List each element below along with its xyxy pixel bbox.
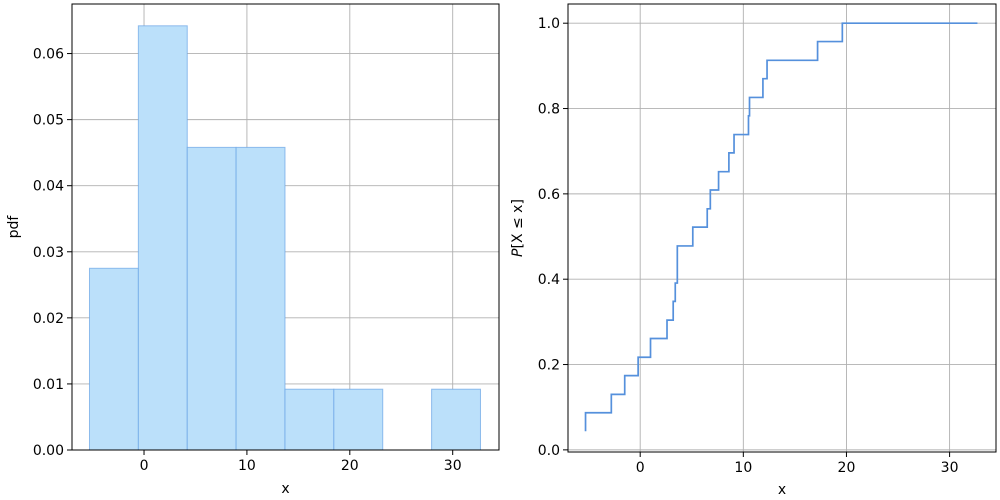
ecdf-step-line xyxy=(584,22,978,432)
ecdf-y-tick-label: 0.0 xyxy=(538,443,560,459)
ecdf-y-axis-label-prefix: P xyxy=(510,248,526,257)
histogram-bar xyxy=(333,388,384,451)
histogram-bar xyxy=(235,146,286,451)
histogram-plot: 0 10 20 30 0.00 0.01 0.02 0.03 0.04 0.05 0.06 x pd… xyxy=(6,3,500,497)
ecdf-ticks: 0 10 20 30 0.0 0.2 0.4 0.6 0.8 1.0 xyxy=(538,16,959,476)
histogram-y-tick-label: 0.04 xyxy=(33,179,64,195)
histogram-bar xyxy=(431,388,481,451)
ecdf-y-axis-label-body: [X ≤ x] xyxy=(510,199,526,248)
ecdf-axes-frame xyxy=(567,3,997,453)
ecdf-x-axis-label: x xyxy=(778,482,786,498)
ecdf-y-tick-label: 0.2 xyxy=(538,358,560,374)
histogram-bar xyxy=(137,25,188,451)
ecdf-x-tick-label: 10 xyxy=(734,460,752,476)
ecdf-x-tick-label: 0 xyxy=(636,460,645,476)
ecdf-y-tick-label: 1.0 xyxy=(538,16,560,32)
ecdf-x-tick-label: 20 xyxy=(838,460,856,476)
histogram-y-tick-label: 0.05 xyxy=(33,113,64,129)
ecdf-x-tick-label: 30 xyxy=(941,460,959,476)
histogram-bar xyxy=(88,267,139,451)
ecdf-grid xyxy=(568,4,996,452)
histogram-y-tick-label: 0.01 xyxy=(33,377,64,393)
histogram-bars xyxy=(88,25,481,451)
histogram-x-tick-label: 20 xyxy=(341,458,359,474)
histogram-y-tick-label: 0.00 xyxy=(33,443,64,459)
ecdf-y-axis-label: P[X ≤ x] xyxy=(510,199,526,257)
histogram-x-tick-label: 0 xyxy=(140,458,149,474)
histogram-y-tick-label: 0.02 xyxy=(33,311,64,327)
histogram-y-tick-label: 0.06 xyxy=(33,47,64,63)
ecdf-y-tick-label: 0.8 xyxy=(538,102,560,118)
histogram-x-tick-label: 30 xyxy=(444,458,462,474)
histogram-y-tick-label: 0.03 xyxy=(33,245,64,261)
histogram-y-axis-label: pdf xyxy=(6,215,22,239)
histogram-x-tick-label: 10 xyxy=(238,458,256,474)
ecdf-plot: 0 10 20 30 0.0 0.2 0.4 0.6 0.8 1.0 x P[X ≤ x] xyxy=(510,3,997,498)
histogram-x-axis-label: x xyxy=(281,481,289,497)
ecdf-y-tick-label: 0.6 xyxy=(538,187,560,203)
histogram-bar xyxy=(186,146,237,451)
histogram-bar xyxy=(284,388,335,451)
ecdf-y-tick-label: 0.4 xyxy=(538,272,560,288)
histogram-axes-frame xyxy=(71,3,500,451)
histogram-ticks: 0 10 20 30 0.00 0.01 0.02 0.03 0.04 0.05 0.06 xyxy=(33,47,462,474)
